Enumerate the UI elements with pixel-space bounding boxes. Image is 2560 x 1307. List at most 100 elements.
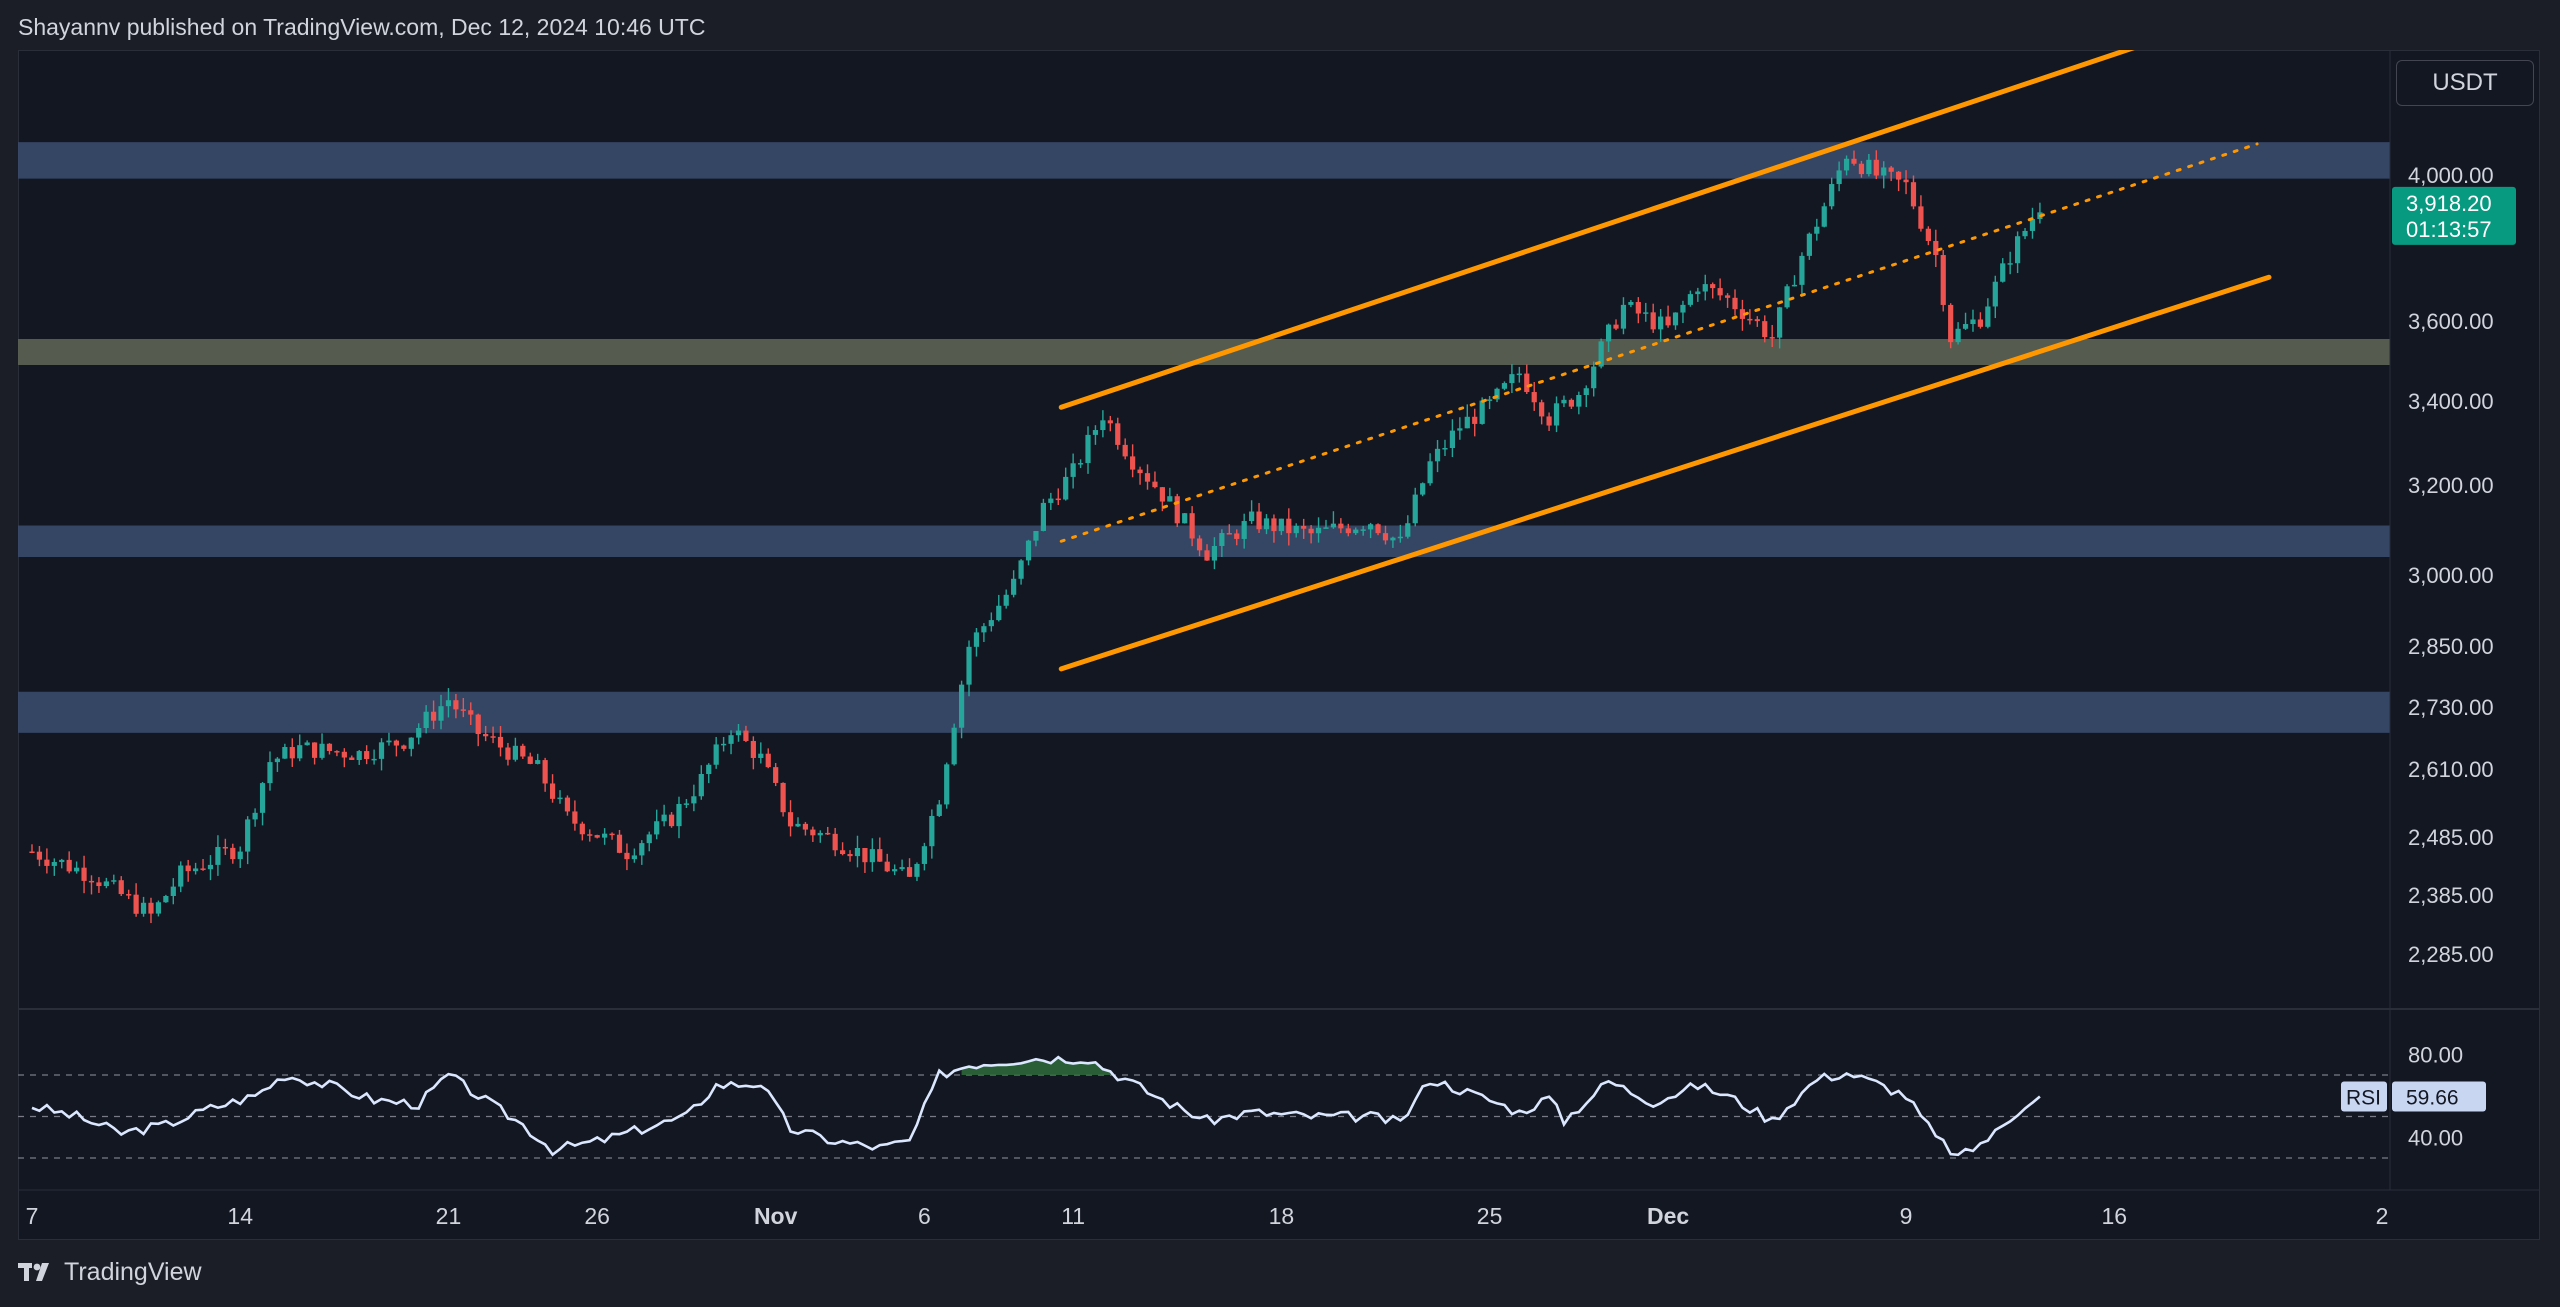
- candle-body: [1152, 481, 1158, 488]
- candle-body: [1665, 316, 1671, 326]
- candle-body: [334, 751, 340, 753]
- candle-body: [1680, 304, 1686, 313]
- candle-body: [683, 803, 690, 805]
- candle-body: [1464, 416, 1470, 429]
- candle-body: [1583, 388, 1589, 396]
- candle-body: [1970, 319, 1976, 325]
- candle-body: [245, 819, 251, 852]
- candle-body: [914, 863, 920, 877]
- candle-body: [408, 737, 414, 749]
- candle-body: [988, 620, 994, 627]
- candle-body: [958, 684, 965, 728]
- candle-body: [810, 829, 816, 836]
- candle-body: [1457, 428, 1463, 431]
- candle-body: [609, 833, 615, 836]
- candle-body: [297, 745, 303, 759]
- rsi-tick-label: 40.00: [2408, 1125, 2463, 1150]
- candle-body: [1933, 240, 1939, 256]
- candle-body: [750, 740, 756, 758]
- candle-body: [1130, 456, 1136, 470]
- candle-body: [1539, 402, 1545, 417]
- candle-body: [378, 742, 385, 759]
- candle-body: [1866, 159, 1872, 175]
- candle-body: [1754, 319, 1760, 322]
- candle-body: [319, 743, 325, 758]
- candle-body: [676, 803, 682, 827]
- candle-body: [438, 706, 444, 721]
- candle-body: [1472, 416, 1478, 424]
- candle-body: [1375, 524, 1381, 534]
- candle-body: [929, 815, 935, 847]
- candle-body: [1204, 550, 1210, 561]
- candle-body: [1613, 324, 1619, 329]
- candle-body: [311, 742, 318, 758]
- candle-body: [2007, 263, 2013, 265]
- candle-body: [1025, 540, 1032, 561]
- candle-body: [460, 709, 466, 711]
- candle-body: [706, 764, 712, 774]
- candle-body: [549, 783, 556, 799]
- channel-upper-line[interactable]: [1058, 36, 2168, 410]
- candle-body: [1397, 536, 1403, 539]
- candle-body: [2029, 219, 2036, 231]
- candle-body: [1033, 530, 1039, 541]
- candle-body: [795, 823, 801, 827]
- candle-body: [981, 626, 987, 633]
- candle-body: [282, 747, 288, 759]
- candle-body: [728, 735, 734, 744]
- candle-body: [1323, 527, 1329, 529]
- candle-body: [423, 711, 429, 729]
- price-tick-label: 2,385.00: [2408, 883, 2494, 908]
- candle-body: [1070, 463, 1076, 477]
- candle-body: [639, 843, 645, 856]
- candle-body: [743, 730, 749, 741]
- support-resistance-zones: [18, 142, 2390, 733]
- candle-body: [1643, 312, 1649, 314]
- zone-blue: [18, 525, 2390, 557]
- candle-body: [326, 743, 333, 752]
- candle-body: [1724, 295, 1731, 298]
- candle-body: [1286, 518, 1292, 534]
- candle-body: [1769, 337, 1775, 339]
- candle-body: [542, 760, 548, 784]
- rsi-line[interactable]: [31, 1055, 2041, 1157]
- candle-body: [222, 846, 228, 849]
- candle-body: [557, 797, 563, 800]
- currency-button[interactable]: USDT: [2396, 60, 2534, 106]
- candle-body: [497, 736, 504, 748]
- price-tick-label: 3,200.00: [2408, 473, 2494, 498]
- candle-body: [81, 867, 87, 881]
- current-price-badge[interactable]: [2392, 186, 2516, 245]
- candle-body: [1434, 448, 1441, 462]
- candle-body: [1085, 434, 1091, 464]
- candle-body: [1293, 525, 1299, 534]
- candle-body: [1234, 533, 1240, 539]
- candle-body: [304, 742, 310, 746]
- time-tick-label: 18: [1269, 1203, 1295, 1229]
- candle-body: [906, 867, 913, 877]
- rsi-tick-label: 80.00: [2408, 1042, 2463, 1067]
- candle-body: [170, 886, 176, 897]
- candle-body: [944, 764, 950, 805]
- candle-body: [505, 747, 511, 760]
- candle-body: [661, 814, 667, 822]
- candle-body: [899, 867, 905, 870]
- time-axis[interactable]: 7 14 21 26 Nov 6 11 18 25 Dec 9 16 2: [26, 1203, 2389, 1229]
- price-axis[interactable]: 4,000.00 3,600.00 3,400.00 3,200.00 3,000.00…: [2392, 163, 2516, 967]
- candle-body: [237, 851, 243, 860]
- candle-body: [1353, 529, 1359, 534]
- candle-body: [602, 833, 608, 838]
- candle-body: [1910, 182, 1917, 207]
- price-countdown-label: 01:13:57: [2406, 217, 2492, 242]
- candle-body: [36, 851, 43, 860]
- channel-lower-line[interactable]: [1058, 274, 2272, 672]
- time-tick-label: Dec: [1647, 1203, 1689, 1229]
- candle-body: [1412, 494, 1418, 524]
- candle-body: [1762, 321, 1768, 338]
- candle-body: [996, 605, 1002, 621]
- candle-body: [1301, 525, 1307, 529]
- candle-body: [1710, 284, 1716, 289]
- candle-body: [1992, 281, 1998, 307]
- candle-body: [1167, 496, 1173, 502]
